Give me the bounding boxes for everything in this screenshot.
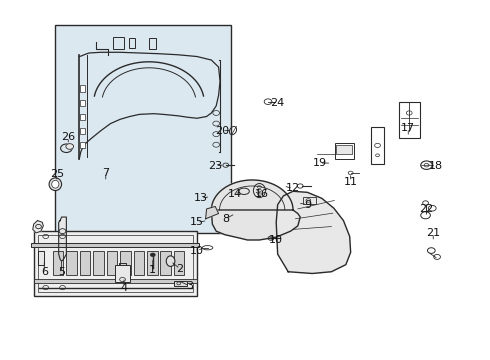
Bar bbox=[80, 100, 85, 106]
Bar bbox=[336, 145, 352, 154]
Text: 22: 22 bbox=[419, 204, 434, 214]
Text: 7: 7 bbox=[102, 168, 109, 178]
Text: 3: 3 bbox=[186, 281, 193, 291]
Bar bbox=[134, 251, 144, 275]
Bar bbox=[66, 251, 77, 275]
Text: 10: 10 bbox=[190, 246, 204, 256]
Circle shape bbox=[66, 144, 74, 149]
Polygon shape bbox=[276, 191, 351, 274]
Text: 11: 11 bbox=[343, 177, 358, 187]
Text: 12: 12 bbox=[286, 184, 300, 193]
Text: 9: 9 bbox=[304, 200, 311, 210]
Polygon shape bbox=[59, 217, 66, 261]
Bar bbox=[34, 279, 197, 283]
Bar bbox=[80, 85, 85, 92]
Text: 19: 19 bbox=[312, 158, 326, 168]
Text: 23: 23 bbox=[208, 161, 222, 171]
Bar bbox=[80, 128, 85, 134]
Bar bbox=[303, 197, 316, 204]
Bar bbox=[161, 251, 171, 275]
Text: 17: 17 bbox=[401, 123, 416, 133]
Text: 4: 4 bbox=[121, 283, 127, 293]
Text: 1: 1 bbox=[149, 265, 156, 275]
Bar bbox=[55, 25, 231, 233]
Text: 26: 26 bbox=[61, 132, 75, 142]
Bar bbox=[149, 38, 156, 49]
Ellipse shape bbox=[166, 256, 175, 266]
Text: 24: 24 bbox=[270, 98, 285, 108]
Polygon shape bbox=[33, 221, 43, 233]
Bar bbox=[53, 251, 64, 275]
Bar bbox=[147, 251, 158, 275]
Bar bbox=[34, 231, 197, 296]
Text: 14: 14 bbox=[227, 189, 242, 199]
Bar bbox=[31, 243, 199, 247]
Text: 25: 25 bbox=[49, 168, 64, 179]
Bar bbox=[107, 251, 117, 275]
Bar bbox=[80, 251, 90, 275]
Text: 6: 6 bbox=[41, 267, 48, 278]
Text: 16: 16 bbox=[255, 189, 269, 199]
Text: 10: 10 bbox=[269, 235, 283, 245]
Bar bbox=[371, 127, 384, 164]
Bar bbox=[174, 281, 187, 286]
Circle shape bbox=[150, 253, 155, 257]
Bar bbox=[335, 143, 353, 159]
Ellipse shape bbox=[49, 178, 62, 190]
Text: 5: 5 bbox=[58, 267, 65, 278]
Text: 8: 8 bbox=[222, 214, 229, 224]
Text: 20: 20 bbox=[215, 126, 229, 136]
Polygon shape bbox=[206, 207, 219, 219]
Text: 18: 18 bbox=[429, 161, 443, 171]
Bar bbox=[129, 38, 135, 48]
Ellipse shape bbox=[52, 180, 59, 188]
Text: 21: 21 bbox=[426, 228, 441, 238]
Bar bbox=[113, 37, 123, 49]
Bar bbox=[115, 265, 130, 282]
Bar bbox=[38, 235, 193, 292]
Polygon shape bbox=[38, 251, 44, 265]
Bar bbox=[174, 251, 185, 275]
Polygon shape bbox=[211, 180, 300, 240]
Text: 15: 15 bbox=[190, 217, 204, 227]
Bar bbox=[80, 114, 85, 120]
Bar bbox=[399, 102, 420, 138]
Bar bbox=[80, 142, 85, 148]
Text: 2: 2 bbox=[176, 264, 184, 274]
Bar bbox=[120, 251, 131, 275]
Text: 13: 13 bbox=[194, 193, 208, 203]
Bar bbox=[93, 251, 104, 275]
